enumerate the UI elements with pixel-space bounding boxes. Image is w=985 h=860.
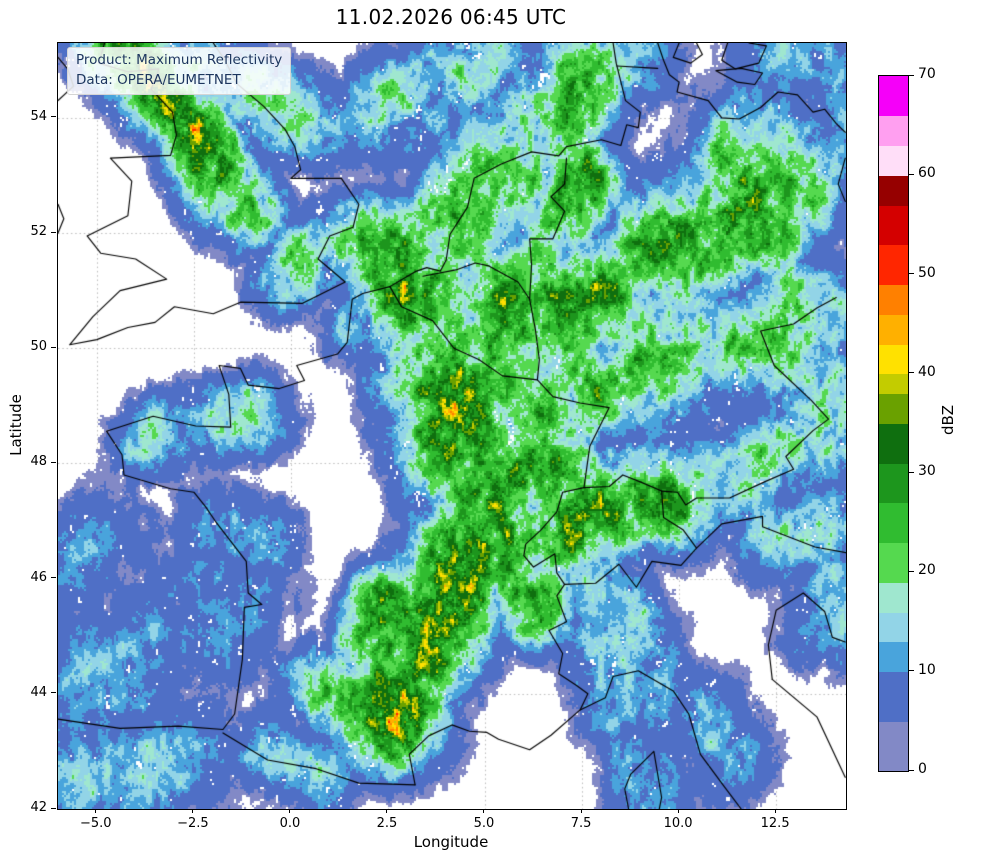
colorbar-segment [879,671,908,722]
colorbar-tick-mark [909,173,914,175]
colorbar-tick-label: 40 [918,363,936,380]
colorbar-segment [879,423,908,464]
colorbar-segment [879,344,908,375]
colorbar-segment [879,582,908,613]
y-tick-label: 54 [30,108,47,124]
colorbar-segment [879,721,908,771]
colorbar-tick-mark [909,471,914,473]
colorbar-tick-mark [909,769,914,771]
colorbar-segment [879,284,908,315]
y-tick-label: 52 [30,224,47,240]
figure-title: 11.02.2026 06:45 UTC [335,5,567,29]
colorbar-tick-label: 60 [918,165,936,182]
colorbar-segment [879,612,908,643]
colorbar-tick-label: 0 [918,761,927,777]
colorbar-segment [879,115,908,146]
x-tick-mark [192,809,194,813]
data-source-text: Data: OPERA/EUMETNET [76,71,241,88]
colorbar-tick-label: 70 [918,66,936,82]
x-tick-label: 7.5 [570,816,592,831]
x-tick-mark [677,809,679,813]
x-tick-label: −2.5 [177,816,209,831]
x-tick-label: 5.0 [473,816,495,831]
colorbar-segment [879,244,908,285]
y-tick-label: 46 [30,569,47,585]
colorbar-tick-mark [909,273,914,275]
x-tick-label: 0.0 [279,816,301,831]
colorbar-segment [879,145,908,176]
colorbar [878,75,909,772]
y-tick-mark [51,692,56,694]
colorbar-tick-mark [909,372,914,374]
colorbar-segment [879,463,908,504]
x-tick-mark [774,809,776,813]
y-tick-mark [51,461,56,463]
x-tick-mark [95,809,97,813]
y-axis-label: Latitude [7,394,25,456]
y-tick-label: 48 [30,454,47,470]
y-tick-mark [51,116,56,118]
colorbar-segment [879,76,908,117]
colorbar-segment [879,314,908,345]
x-tick-label: 10.0 [663,816,693,831]
colorbar-tick-label: 10 [918,661,936,678]
y-tick-mark [51,577,56,579]
x-tick-mark [483,809,485,813]
x-tick-mark [386,809,388,813]
colorbar-segment [879,205,908,246]
colorbar-segment [879,502,908,544]
x-tick-label: 12.5 [760,816,790,831]
y-tick-label: 42 [30,800,47,815]
product-info-box: Product: Maximum Reflectivity Data: OPER… [67,47,292,96]
colorbar-tick-label: 50 [918,264,936,281]
x-tick-label: −5.0 [80,816,112,831]
colorbar-tick-mark [909,570,914,572]
colorbar-unit-label: dBZ [939,404,957,436]
x-axis-label: Longitude [413,833,489,851]
colorbar-segment [879,373,908,395]
y-tick-mark [51,346,56,348]
y-tick-label: 50 [30,339,47,355]
y-tick-mark [51,231,56,233]
y-tick-mark [51,807,56,809]
map-plot-area: Product: Maximum Reflectivity Data: OPER… [57,42,847,810]
product-name-text: Product: Maximum Reflectivity [76,52,283,68]
x-tick-mark [580,809,582,813]
colorbar-tick-mark [909,74,914,76]
colorbar-segment [879,175,908,206]
x-tick-label: 2.5 [376,816,398,831]
colorbar-tick-label: 30 [918,463,936,480]
colorbar-tick-label: 20 [918,562,936,579]
colorbar-segment [879,393,908,424]
radar-map-canvas [58,43,846,809]
y-tick-label: 44 [30,684,47,700]
colorbar-tick-mark [909,670,914,672]
colorbar-segment [879,641,908,673]
x-tick-mark [289,809,291,813]
colorbar-segment [879,542,908,583]
